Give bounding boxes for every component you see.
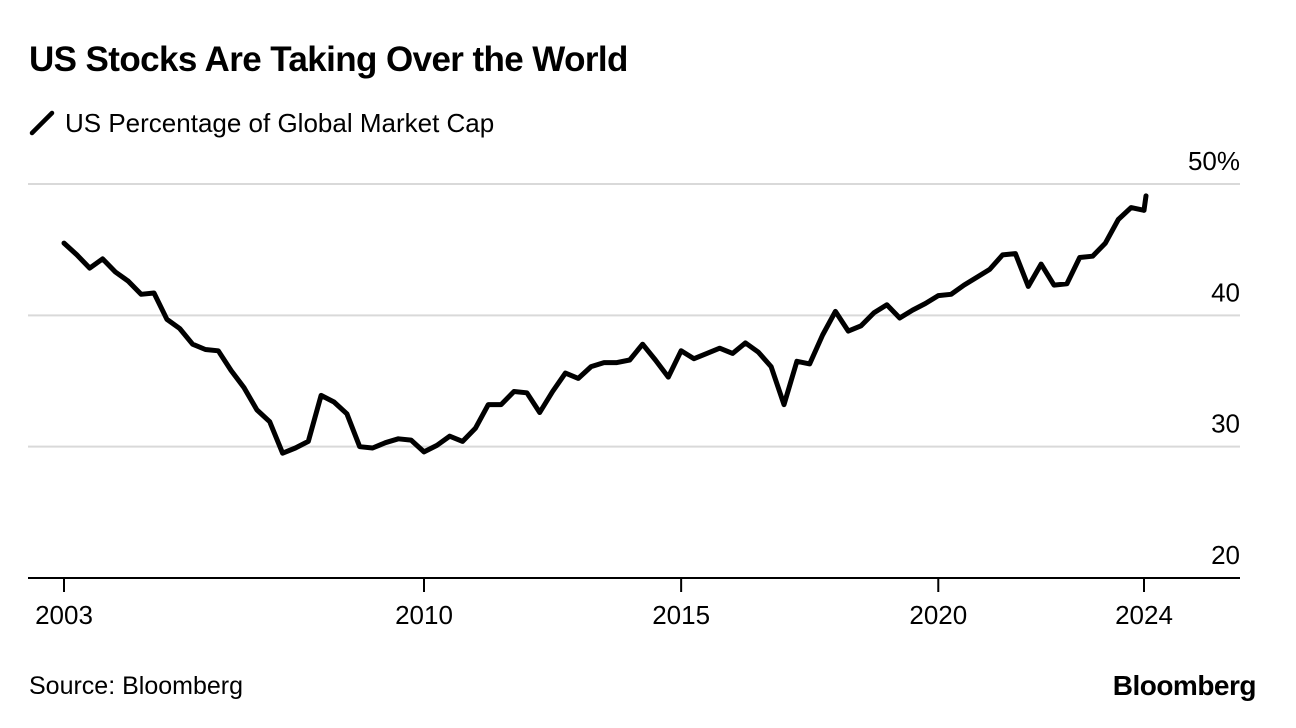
gridlines [28,183,1240,448]
chart-title: US Stocks Are Taking Over the World [29,40,628,79]
x-tick-label: 2003 [35,600,93,630]
x-tick-label: 2020 [909,600,967,630]
series-line [61,205,1147,456]
y-tick-label: 20 [1211,540,1240,570]
y-tick-label: 50% [1188,146,1240,176]
legend-line-icon [29,110,55,136]
y-axis-labels: 50% 40 30 20 [1188,146,1240,570]
x-tick-label: 2024 [1115,600,1173,630]
bloomberg-logo: Bloomberg [1112,670,1257,701]
x-tick-label: 2010 [395,600,453,630]
x-axis-labels: 2003 2010 2015 2020 2024 [35,578,1173,630]
source-note: Source: Bloomberg [29,672,244,700]
series-latest-segment [1141,193,1149,213]
legend: US Percentage of Global Market Cap [29,106,494,140]
legend-label: US Percentage of Global Market Cap [65,107,495,138]
series-lines [61,193,1149,456]
x-tick-label: 2015 [652,600,710,630]
y-tick-label: 30 [1211,409,1240,439]
y-tick-label: 40 [1211,277,1240,307]
